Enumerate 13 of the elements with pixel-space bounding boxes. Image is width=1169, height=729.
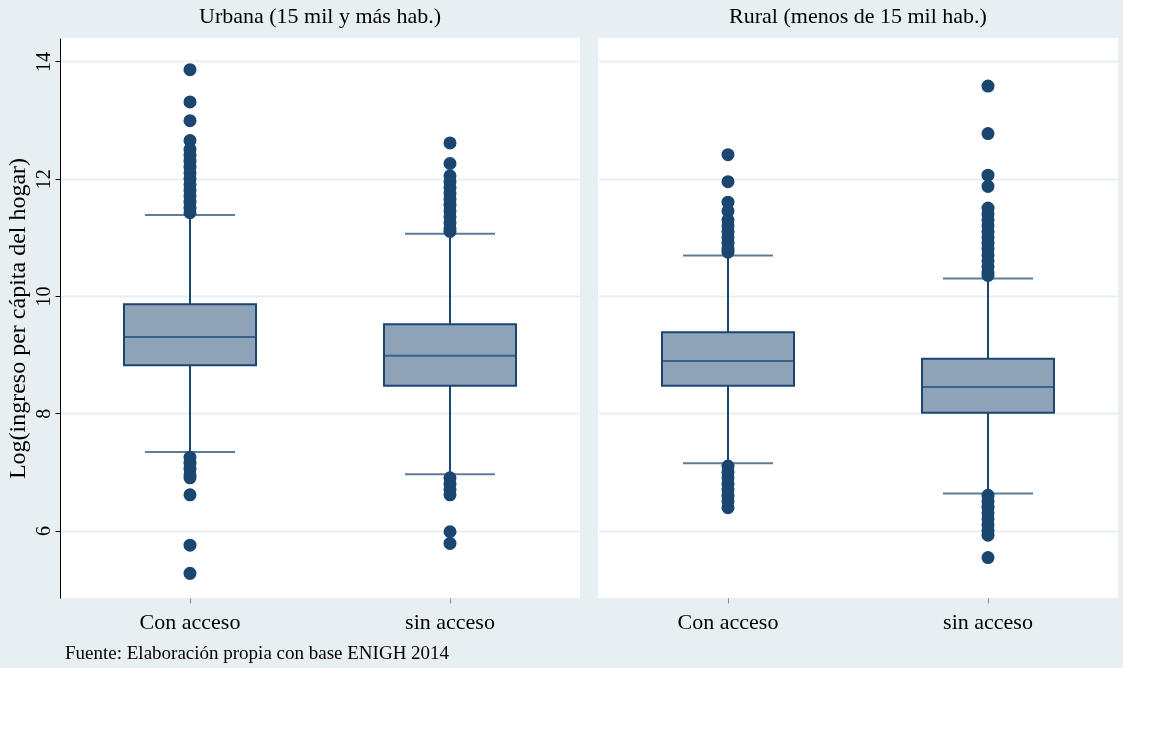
y-tick-label: 10: [31, 286, 54, 307]
x-tick-label: sin acceso: [405, 608, 495, 634]
y-tick-label: 8: [31, 408, 54, 419]
x-tick-label: sin acceso: [943, 608, 1033, 634]
y-tick-label: 6: [31, 526, 54, 537]
chart-title: Rural (menos de 15 mil hab.): [729, 3, 987, 28]
x-tick-label: Con acceso: [677, 608, 779, 634]
y-tick-label: 12: [31, 169, 54, 190]
x-tick-label: Con acceso: [139, 608, 241, 634]
y-axis-title: Log(ingreso per cápita del hogar): [3, 157, 30, 480]
y-tick-label: 14: [31, 51, 54, 72]
source-note: Fuente: Elaboración propia con base ENIGH 2014: [65, 642, 450, 663]
chart-title: Urbana (15 mil y más hab.): [199, 3, 441, 28]
